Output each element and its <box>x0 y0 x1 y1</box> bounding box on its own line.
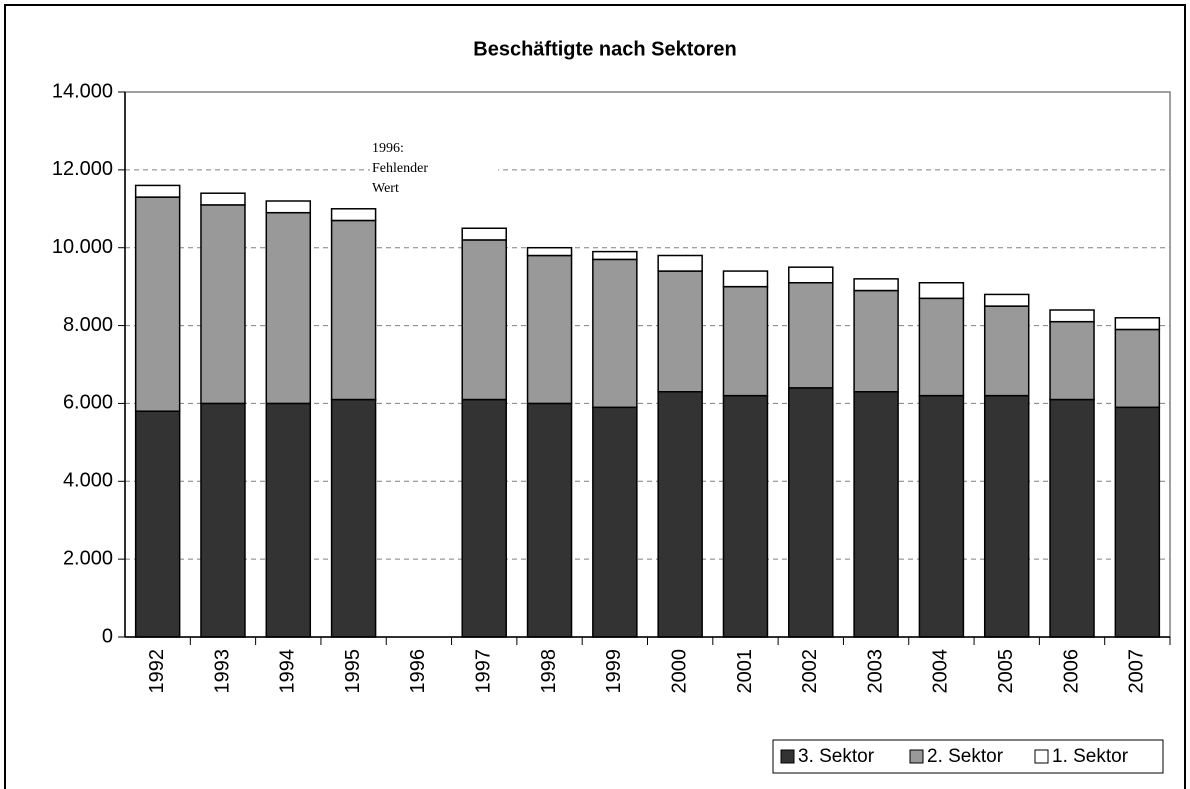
annotation-bg <box>370 139 498 201</box>
x-tick-label: 1996 <box>407 649 429 694</box>
x-tick-label: 1994 <box>277 649 299 694</box>
bar-segment <box>1049 320 1095 401</box>
x-tick-label: 1995 <box>342 649 364 694</box>
bar-segment <box>853 391 899 638</box>
legend-swatch <box>780 749 795 764</box>
x-tick-label: 2006 <box>1060 649 1082 694</box>
legend-label: 1. Sektor <box>1052 746 1129 767</box>
bar-segment <box>265 402 312 638</box>
bar-segment <box>1114 317 1161 331</box>
x-tick-label: 1998 <box>538 649 560 694</box>
bar-segment <box>592 406 638 638</box>
bar-segment <box>657 391 703 638</box>
bar-segment <box>1049 398 1095 638</box>
bar-segment <box>918 297 965 397</box>
bar-segment <box>134 196 181 412</box>
legend-label: 3. Sektor <box>798 746 875 767</box>
bar-segment <box>461 398 507 638</box>
bar-segment <box>918 394 965 638</box>
y-tick-label: 8.000 <box>63 314 113 336</box>
annotation: Fehlender <box>372 161 428 176</box>
bar-segment <box>592 250 638 261</box>
x-tick-label: 2001 <box>734 649 756 694</box>
legend-swatch <box>1034 749 1049 764</box>
y-tick-label: 4.000 <box>63 470 113 492</box>
x-tick-label: 2005 <box>995 649 1017 694</box>
bar-segment <box>788 282 834 389</box>
y-tick-label: 14.000 <box>52 80 113 102</box>
bar-segment <box>788 266 834 284</box>
bar-segment <box>983 293 1030 307</box>
bar-segment <box>722 285 769 397</box>
bar-segment <box>722 270 769 288</box>
bar-segment <box>330 208 377 222</box>
x-tick-label: 1997 <box>473 649 495 694</box>
legend-box <box>772 739 1164 774</box>
x-tick-label: 1993 <box>211 649 233 694</box>
bar-segment <box>657 254 703 272</box>
bar-segment <box>200 204 246 405</box>
bar-segment <box>265 211 312 405</box>
bar-segment <box>592 258 638 409</box>
x-tick-label: 1992 <box>146 649 168 694</box>
x-tick-label: 2007 <box>1126 649 1148 694</box>
bar-segment <box>722 394 769 638</box>
x-tick-label: 1999 <box>603 649 625 694</box>
bar-segment <box>526 246 573 257</box>
bar-segment <box>134 410 181 638</box>
bar-segment <box>853 278 899 292</box>
bar-segment <box>1114 406 1161 638</box>
legend-label: 2. Sektor <box>927 746 1004 767</box>
bar-segment <box>330 219 377 401</box>
x-tick-label: 2000 <box>668 649 690 694</box>
y-tick-label: 6.000 <box>63 392 113 414</box>
bar-segment <box>461 239 507 401</box>
bar-segment <box>526 402 573 638</box>
x-tick-label: 2002 <box>799 649 821 694</box>
y-tick-label: 0 <box>102 625 113 647</box>
bar-segment <box>330 398 377 638</box>
bar-segment <box>983 394 1030 638</box>
x-tick-label: 2004 <box>930 649 952 694</box>
bar-segment <box>265 200 312 214</box>
annotation: Wert <box>372 181 399 196</box>
bar-segment <box>657 270 703 393</box>
bar-segment <box>983 305 1030 397</box>
annotation: 1996: <box>372 141 404 156</box>
y-tick-label: 12.000 <box>52 158 113 180</box>
chart-title: Beschäftigte nach Sektoren <box>473 38 736 60</box>
x-tick-label: 2003 <box>864 649 886 694</box>
bar-segment <box>918 282 965 300</box>
bar-segment <box>788 387 834 638</box>
bar-segment <box>1114 328 1161 409</box>
bar-segment <box>200 402 246 638</box>
bar-segment <box>1049 309 1095 323</box>
bar-segment <box>134 184 181 198</box>
y-tick-label: 10.000 <box>52 236 113 258</box>
legend-swatch <box>909 749 924 764</box>
bar-segment <box>461 227 507 241</box>
bar-segment <box>526 254 573 405</box>
bar-segment <box>200 192 246 206</box>
bar-segment <box>853 289 899 393</box>
y-tick-label: 2.000 <box>63 547 113 569</box>
